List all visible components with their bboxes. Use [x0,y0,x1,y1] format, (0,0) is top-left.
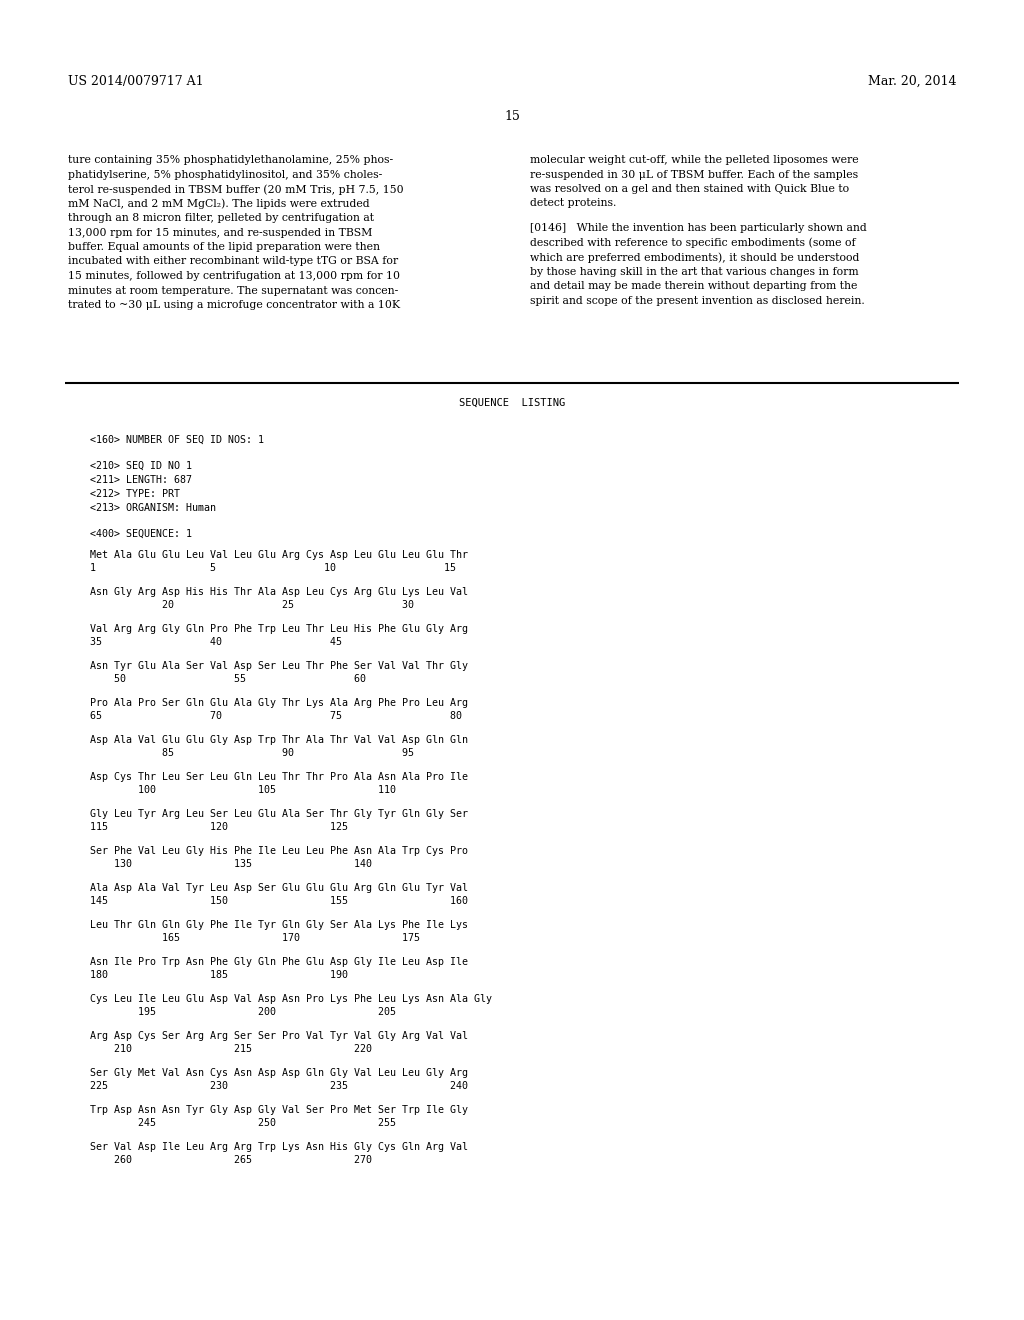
Text: Gly Leu Tyr Arg Leu Ser Leu Glu Ala Ser Thr Gly Tyr Gln Gly Ser: Gly Leu Tyr Arg Leu Ser Leu Glu Ala Ser … [90,809,468,818]
Text: Ser Gly Met Val Asn Cys Asn Asp Asp Gln Gly Val Leu Leu Gly Arg: Ser Gly Met Val Asn Cys Asn Asp Asp Gln … [90,1068,468,1078]
Text: was resolved on a gel and then stained with Quick Blue to: was resolved on a gel and then stained w… [530,183,849,194]
Text: trated to ~30 μL using a microfuge concentrator with a 10K: trated to ~30 μL using a microfuge conce… [68,300,400,310]
Text: Arg Asp Cys Ser Arg Arg Ser Ser Pro Val Tyr Val Gly Arg Val Val: Arg Asp Cys Ser Arg Arg Ser Ser Pro Val … [90,1031,468,1040]
Text: 245                 250                 255: 245 250 255 [90,1118,396,1129]
Text: Mar. 20, 2014: Mar. 20, 2014 [867,75,956,88]
Text: Asn Gly Arg Asp His His Thr Ala Asp Leu Cys Arg Glu Lys Leu Val: Asn Gly Arg Asp His His Thr Ala Asp Leu … [90,587,468,597]
Text: 50                  55                  60: 50 55 60 [90,675,366,684]
Text: <160> NUMBER OF SEQ ID NOS: 1: <160> NUMBER OF SEQ ID NOS: 1 [90,436,264,445]
Text: <211> LENGTH: 687: <211> LENGTH: 687 [90,475,193,484]
Text: SEQUENCE  LISTING: SEQUENCE LISTING [459,399,565,408]
Text: Asn Tyr Glu Ala Ser Val Asp Ser Leu Thr Phe Ser Val Val Thr Gly: Asn Tyr Glu Ala Ser Val Asp Ser Leu Thr … [90,661,468,671]
Text: 15: 15 [504,110,520,123]
Text: Met Ala Glu Glu Leu Val Leu Glu Arg Cys Asp Leu Glu Leu Glu Thr: Met Ala Glu Glu Leu Val Leu Glu Arg Cys … [90,550,468,560]
Text: molecular weight cut-off, while the pelleted liposomes were: molecular weight cut-off, while the pell… [530,154,859,165]
Text: <400> SEQUENCE: 1: <400> SEQUENCE: 1 [90,529,193,539]
Text: 225                 230                 235                 240: 225 230 235 240 [90,1081,468,1092]
Text: Asn Ile Pro Trp Asn Phe Gly Gln Phe Glu Asp Gly Ile Leu Asp Ile: Asn Ile Pro Trp Asn Phe Gly Gln Phe Glu … [90,957,468,966]
Text: 145                 150                 155                 160: 145 150 155 160 [90,896,468,907]
Text: US 2014/0079717 A1: US 2014/0079717 A1 [68,75,204,88]
Text: 115                 120                 125: 115 120 125 [90,822,348,833]
Text: 180                 185                 190: 180 185 190 [90,970,348,981]
Text: ture containing 35% phosphatidylethanolamine, 25% phos-: ture containing 35% phosphatidylethanola… [68,154,393,165]
Text: 15 minutes, followed by centrifugation at 13,000 rpm for 10: 15 minutes, followed by centrifugation a… [68,271,400,281]
Text: 65                  70                  75                  80: 65 70 75 80 [90,711,462,721]
Text: 130                 135                 140: 130 135 140 [90,859,372,870]
Text: Leu Thr Gln Gln Gly Phe Ile Tyr Gln Gly Ser Ala Lys Phe Ile Lys: Leu Thr Gln Gln Gly Phe Ile Tyr Gln Gly … [90,920,468,929]
Text: 195                 200                 205: 195 200 205 [90,1007,396,1018]
Text: 13,000 rpm for 15 minutes, and re-suspended in TBSM: 13,000 rpm for 15 minutes, and re-suspen… [68,227,373,238]
Text: terol re-suspended in TBSM buffer (20 mM Tris, pH 7.5, 150: terol re-suspended in TBSM buffer (20 mM… [68,183,403,194]
Text: incubated with either recombinant wild-type tTG or BSA for: incubated with either recombinant wild-t… [68,256,398,267]
Text: phatidylserine, 5% phosphatidylinositol, and 35% choles-: phatidylserine, 5% phosphatidylinositol,… [68,169,382,180]
Text: 1                   5                  10                  15: 1 5 10 15 [90,564,456,573]
Text: 85                  90                  95: 85 90 95 [90,748,414,758]
Text: by those having skill in the art that various changes in form: by those having skill in the art that va… [530,267,859,277]
Text: minutes at room temperature. The supernatant was concen-: minutes at room temperature. The superna… [68,285,398,296]
Text: 100                 105                 110: 100 105 110 [90,785,396,795]
Text: 20                  25                  30: 20 25 30 [90,601,414,610]
Text: Pro Ala Pro Ser Gln Glu Ala Gly Thr Lys Ala Arg Phe Pro Leu Arg: Pro Ala Pro Ser Gln Glu Ala Gly Thr Lys … [90,698,468,708]
Text: Cys Leu Ile Leu Glu Asp Val Asp Asn Pro Lys Phe Leu Lys Asn Ala Gly: Cys Leu Ile Leu Glu Asp Val Asp Asn Pro … [90,994,492,1003]
Text: Asp Ala Val Glu Glu Gly Asp Trp Thr Ala Thr Val Val Asp Gln Gln: Asp Ala Val Glu Glu Gly Asp Trp Thr Ala … [90,735,468,744]
Text: through an 8 micron filter, pelleted by centrifugation at: through an 8 micron filter, pelleted by … [68,213,374,223]
Text: 35                  40                  45: 35 40 45 [90,638,342,647]
Text: Ser Phe Val Leu Gly His Phe Ile Leu Leu Phe Asn Ala Trp Cys Pro: Ser Phe Val Leu Gly His Phe Ile Leu Leu … [90,846,468,855]
Text: 165                 170                 175: 165 170 175 [90,933,420,944]
Text: re-suspended in 30 μL of TBSM buffer. Each of the samples: re-suspended in 30 μL of TBSM buffer. Ea… [530,169,858,180]
Text: mM NaCl, and 2 mM MgCl₂). The lipids were extruded: mM NaCl, and 2 mM MgCl₂). The lipids wer… [68,198,370,209]
Text: spirit and scope of the present invention as disclosed herein.: spirit and scope of the present inventio… [530,296,864,306]
Text: <212> TYPE: PRT: <212> TYPE: PRT [90,488,180,499]
Text: Val Arg Arg Gly Gln Pro Phe Trp Leu Thr Leu His Phe Glu Gly Arg: Val Arg Arg Gly Gln Pro Phe Trp Leu Thr … [90,624,468,634]
Text: Ala Asp Ala Val Tyr Leu Asp Ser Glu Glu Glu Arg Gln Glu Tyr Val: Ala Asp Ala Val Tyr Leu Asp Ser Glu Glu … [90,883,468,892]
Text: 260                 265                 270: 260 265 270 [90,1155,372,1166]
Text: Asp Cys Thr Leu Ser Leu Gln Leu Thr Thr Pro Ala Asn Ala Pro Ile: Asp Cys Thr Leu Ser Leu Gln Leu Thr Thr … [90,772,468,781]
Text: which are preferred embodiments), it should be understood: which are preferred embodiments), it sho… [530,252,859,263]
Text: <210> SEQ ID NO 1: <210> SEQ ID NO 1 [90,461,193,471]
Text: 210                 215                 220: 210 215 220 [90,1044,372,1055]
Text: described with reference to specific embodiments (some of: described with reference to specific emb… [530,238,856,248]
Text: detect proteins.: detect proteins. [530,198,616,209]
Text: Trp Asp Asn Asn Tyr Gly Asp Gly Val Ser Pro Met Ser Trp Ile Gly: Trp Asp Asn Asn Tyr Gly Asp Gly Val Ser … [90,1105,468,1115]
Text: [0146]   While the invention has been particularly shown and: [0146] While the invention has been part… [530,223,866,234]
Text: <213> ORGANISM: Human: <213> ORGANISM: Human [90,503,216,513]
Text: buffer. Equal amounts of the lipid preparation were then: buffer. Equal amounts of the lipid prepa… [68,242,380,252]
Text: and detail may be made therein without departing from the: and detail may be made therein without d… [530,281,857,292]
Text: Ser Val Asp Ile Leu Arg Arg Trp Lys Asn His Gly Cys Gln Arg Val: Ser Val Asp Ile Leu Arg Arg Trp Lys Asn … [90,1142,468,1152]
